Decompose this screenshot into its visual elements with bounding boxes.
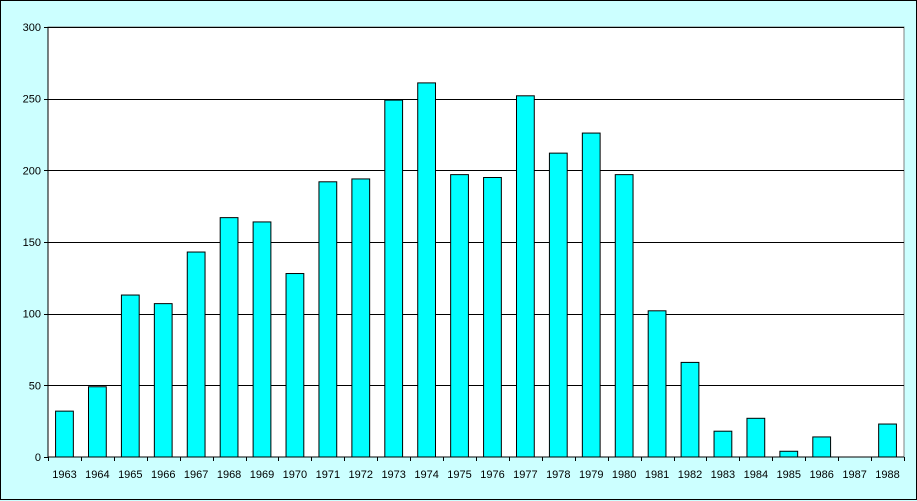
bar-1973 [384, 99, 404, 458]
y-tick-label: 300 [23, 22, 41, 34]
x-tick-label-1970: 1970 [283, 469, 307, 481]
bar-1967 [186, 251, 206, 458]
x-tick-label-1985: 1985 [777, 469, 801, 481]
bar-1972 [351, 178, 371, 458]
x-tick-label-1969: 1969 [250, 469, 274, 481]
y-tick-label: 200 [23, 165, 41, 177]
x-tick-label-1975: 1975 [447, 469, 471, 481]
x-tick-label-1979: 1979 [579, 469, 603, 481]
bar-1981 [647, 310, 667, 458]
y-tick-label: 100 [23, 309, 41, 321]
y-axis-tick-labels: 0 50 100 150 200 250 300 [23, 22, 41, 464]
x-tick-label-1978: 1978 [546, 469, 570, 481]
x-tick-label-1974: 1974 [414, 469, 438, 481]
x-tick-label-1981: 1981 [645, 469, 669, 481]
bar-1971 [318, 181, 338, 458]
bar-1978 [548, 152, 568, 458]
bar-1965 [120, 294, 140, 458]
bar-1986 [812, 436, 832, 458]
bar-1982 [680, 361, 700, 458]
bar-1968 [219, 217, 239, 458]
bar-1970 [285, 273, 305, 458]
bar-1979 [581, 132, 601, 458]
bar-1976 [483, 177, 502, 458]
bar-1966 [153, 303, 173, 458]
x-tick-label-1977: 1977 [513, 469, 537, 481]
x-tick-label-1987: 1987 [842, 469, 866, 481]
bar-1980 [614, 174, 634, 458]
x-tick-label-1976: 1976 [480, 469, 504, 481]
bar-1977 [515, 95, 535, 458]
x-tick-label-1983: 1983 [711, 469, 735, 481]
bar-1969 [252, 221, 272, 458]
x-tick-label-1967: 1967 [184, 469, 208, 481]
bar-1983 [713, 430, 733, 458]
y-tick-label: 50 [29, 380, 41, 392]
x-tick-label-1982: 1982 [678, 469, 702, 481]
bar-series [55, 82, 897, 458]
x-tick-label-1971: 1971 [316, 469, 340, 481]
bar-1975 [450, 174, 469, 458]
x-tick-label-1973: 1973 [381, 469, 405, 481]
x-axis-tick-labels: 1963 1964 1965 1966 1967 1968 1969 1970 1971 1972… [52, 469, 900, 481]
x-tick-label-1968: 1968 [217, 469, 241, 481]
x-tick-label-1965: 1965 [118, 469, 142, 481]
bar-1963 [55, 410, 74, 458]
bar-1985 [779, 450, 799, 458]
x-tick-label-1980: 1980 [612, 469, 636, 481]
x-tick-label-1986: 1986 [809, 469, 833, 481]
bar-1984 [746, 417, 766, 458]
y-tick-label: 250 [23, 94, 41, 106]
bar-1974 [417, 82, 437, 458]
x-tick-label-1963: 1963 [52, 469, 76, 481]
x-axis-ticks [48, 457, 905, 461]
x-tick-label-1964: 1964 [85, 469, 109, 481]
x-tick-label-1984: 1984 [744, 469, 768, 481]
y-tick-label: 150 [23, 237, 41, 249]
y-tick-label: 0 [35, 452, 41, 464]
bar-1964 [87, 386, 107, 458]
bar-1988 [878, 423, 897, 458]
x-tick-label-1988: 1988 [875, 469, 899, 481]
x-tick-label-1972: 1972 [349, 469, 373, 481]
x-tick-label-1966: 1966 [151, 469, 175, 481]
